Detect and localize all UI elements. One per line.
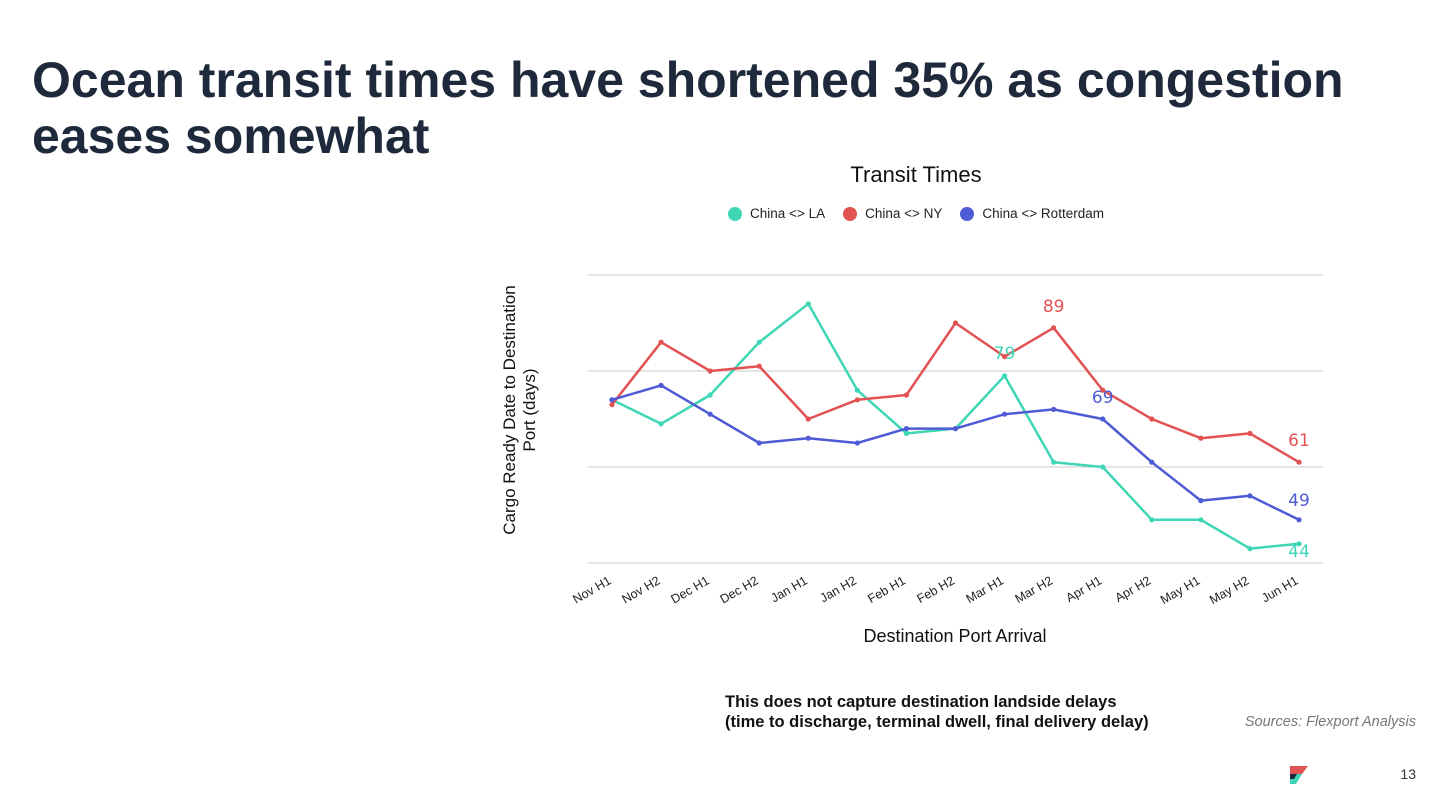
legend-label-rotterdam: China <> Rotterdam [982, 206, 1104, 221]
data-point [658, 382, 664, 388]
legend-marker-ny [843, 206, 858, 221]
data-label: 49 [1288, 491, 1310, 511]
x-axis-label: Destination Port Arrival [863, 626, 1047, 646]
data-point [805, 435, 811, 441]
data-point [903, 430, 910, 436]
footnote-line-2: (time to discharge, terminal dwell, fina… [725, 713, 1149, 731]
x-tick-label: Jan H1 [768, 573, 809, 605]
data-point [707, 411, 713, 417]
x-tick-label: Nov H2 [619, 573, 662, 606]
data-point [952, 320, 959, 326]
data-point [903, 392, 910, 398]
legend-label-la: China <> LA [750, 206, 826, 221]
series-line [611, 384, 1300, 521]
data-point [1149, 416, 1155, 422]
data-point [1296, 541, 1302, 547]
data-point [1149, 517, 1155, 523]
data-point [1247, 493, 1253, 499]
data-label: 79 [994, 344, 1016, 364]
data-point [1149, 459, 1155, 465]
data-point [1100, 387, 1106, 393]
data-point [805, 301, 811, 307]
data-point [903, 426, 910, 432]
source-note: Sources: Flexport Analysis [1244, 714, 1416, 730]
legend-label-ny: China <> NY [865, 206, 943, 221]
data-point [854, 397, 860, 403]
data-point [854, 387, 860, 393]
data-point [707, 368, 713, 374]
x-tick-label: Mar H2 [1013, 573, 1056, 606]
data-label: 69 [1092, 388, 1114, 408]
data-point [805, 416, 811, 422]
transit-times-chart: Nov H1 Nov H2 Dec H1 Dec H2 Jan H1 Jan H2 Feb … [570, 274, 1323, 607]
data-point [854, 440, 860, 446]
data-point [1001, 411, 1008, 417]
data-point [1296, 517, 1302, 523]
data-point [1100, 464, 1106, 470]
x-tick-label: Feb H2 [914, 573, 957, 606]
data-label: 89 [1043, 297, 1065, 317]
data-point [1001, 373, 1008, 379]
x-tick-label: May H2 [1207, 573, 1251, 607]
legend-item-ny[interactable]: China <> NY [843, 206, 942, 221]
data-point [756, 339, 762, 345]
data-point [952, 426, 959, 432]
y-axis-label: Cargo Ready Date to Destination Port (da… [500, 285, 539, 535]
data-point [756, 363, 762, 369]
data-point [1198, 498, 1204, 504]
data-point [1247, 430, 1253, 436]
footnote-line-1: This does not capture destination landsi… [725, 693, 1117, 711]
series-line [611, 321, 1300, 464]
x-tick-label: May H1 [1158, 573, 1202, 607]
legend-item-rotterdam[interactable]: China <> Rotterdam [960, 206, 1104, 221]
data-point [609, 402, 615, 408]
data-point [1198, 435, 1204, 441]
data-point [1051, 459, 1057, 465]
slide-title: Ocean transit times have shortened 35% a… [32, 52, 1344, 164]
x-tick-label: Dec H2 [718, 573, 761, 606]
x-tick-label: Apr H2 [1113, 573, 1154, 605]
footnote: This does not capture destination landsi… [725, 692, 1185, 732]
data-point [609, 397, 615, 403]
x-tick-label: Apr H1 [1064, 573, 1105, 605]
x-tick-label: Feb H1 [865, 573, 908, 606]
legend-marker-la [728, 206, 743, 221]
chart-title: Transit Times [850, 162, 982, 187]
data-point [707, 392, 713, 398]
x-tick-label: Dec H1 [669, 573, 712, 606]
data-point [1051, 325, 1057, 331]
chart-legend: China <> LA China <> NY China <> Rotterd… [716, 206, 1116, 221]
data-point [1198, 517, 1204, 523]
flexport-logo-icon [1290, 766, 1308, 784]
data-point [1247, 546, 1253, 552]
data-point [1296, 459, 1302, 465]
data-point [1051, 406, 1057, 412]
x-tick-label: Mar H1 [964, 573, 1007, 606]
data-point [1001, 354, 1008, 360]
x-tick-label: Jan H2 [818, 573, 859, 605]
legend-marker-rotterdam [960, 206, 975, 221]
page-number: 13 [1400, 766, 1416, 782]
data-point [658, 421, 664, 427]
x-tick-label: Nov H1 [570, 573, 613, 606]
data-point [1100, 416, 1106, 422]
x-tick-label: Jun H1 [1259, 573, 1300, 605]
data-label: 44 [1288, 542, 1310, 562]
data-point [756, 440, 762, 446]
data-label: 61 [1288, 431, 1310, 451]
data-point [658, 339, 664, 345]
legend-item-la[interactable]: China <> LA [728, 206, 825, 221]
